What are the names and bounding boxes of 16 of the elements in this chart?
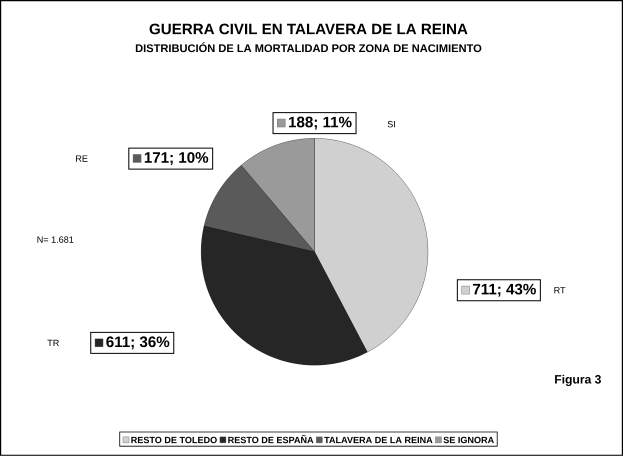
data-label: 611; 36%: [106, 336, 170, 350]
text: TR: [47, 340, 59, 346]
legend-label: TALAVERA DE LA REINA: [324, 436, 432, 444]
chart-subtitle: DISTRIBUCIÓN DE LA MORTALIDAD POR ZONA DE NACIMIENTO: [136, 42, 482, 52]
legend-label: SE IGNORA: [443, 436, 494, 444]
legend-label: RESTO DE ESPAÑA: [228, 435, 314, 444]
data-label: 171; 10%: [144, 152, 208, 166]
data-label: 188; 11%: [289, 116, 352, 130]
legend-label: RESTO DE TOLEDO: [131, 436, 217, 444]
data-label: 711; 43%: [473, 284, 536, 297]
text: SI: [388, 120, 395, 128]
text: RT: [554, 287, 566, 294]
text: Figura 3: [555, 374, 601, 386]
text: RE: [76, 156, 88, 162]
text: N= 1.681: [37, 236, 74, 243]
chart-title: GUERRA CIVIL EN TALAVERA DE LA REINA: [150, 24, 468, 34]
